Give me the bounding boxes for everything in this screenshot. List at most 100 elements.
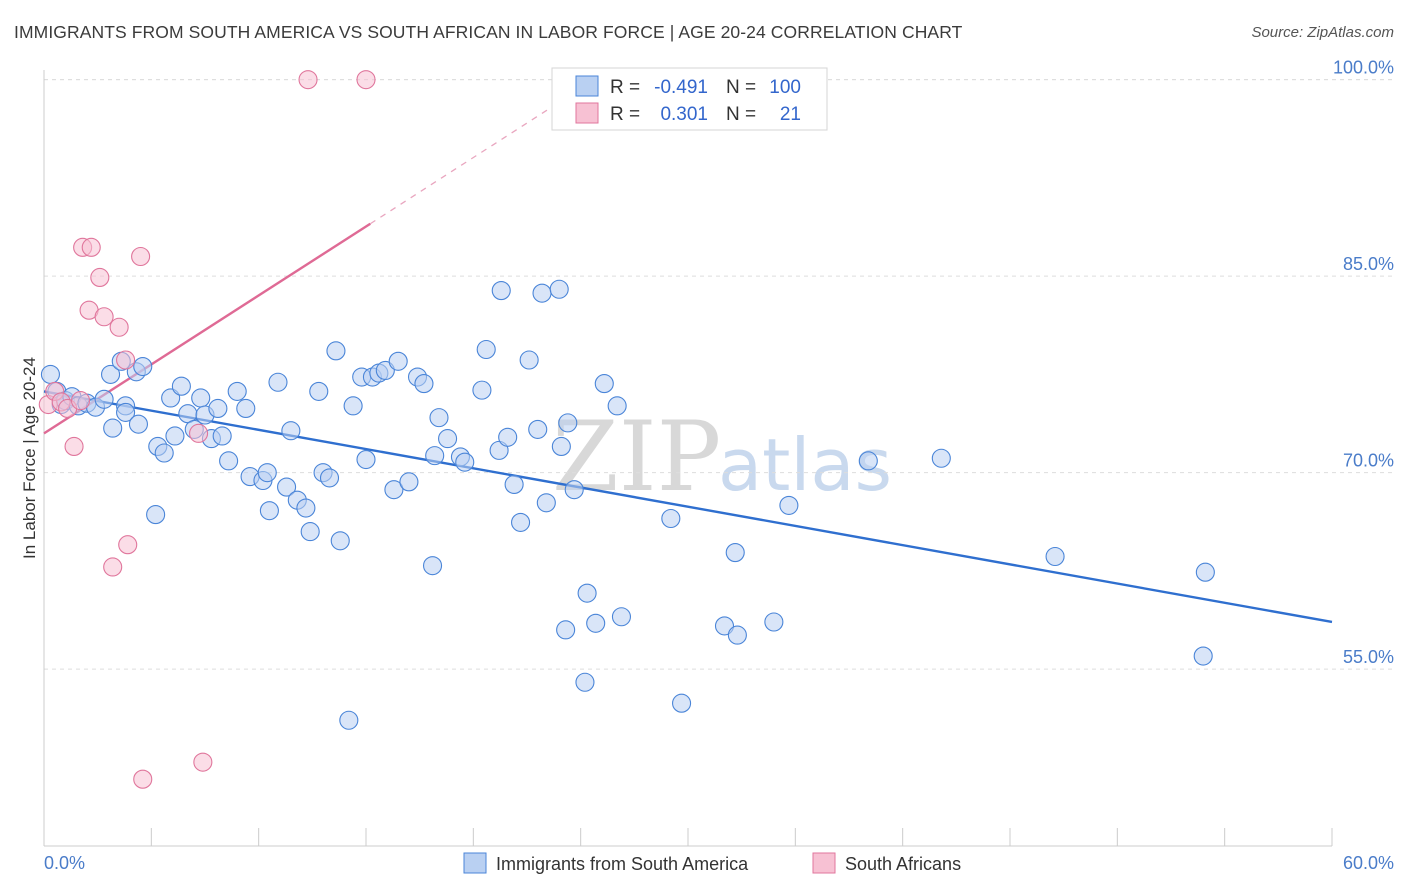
data-point-pink — [356, 70, 376, 90]
data-point-blue — [491, 281, 511, 301]
data-point-blue — [661, 508, 681, 529]
data-point-blue — [356, 449, 376, 470]
series-south-africans — [38, 70, 376, 789]
data-point-blue — [438, 429, 458, 449]
data-point-pink — [70, 391, 91, 411]
legend-r-value-1: -0.491 — [654, 77, 708, 98]
data-point-pink — [118, 535, 138, 555]
data-point-pink — [103, 557, 123, 577]
data-point-blue — [714, 616, 735, 636]
data-point-pink — [298, 70, 318, 90]
data-point-blue — [212, 426, 232, 446]
y-tick-label: 100.0% — [1333, 58, 1394, 78]
data-point-blue — [564, 480, 584, 500]
y-tick-label: 85.0% — [1343, 254, 1394, 274]
bottom-legend-label-blue: Immigrants from South America — [496, 854, 749, 874]
bottom-legend-swatch-blue — [463, 852, 487, 874]
data-point-pink — [193, 752, 213, 772]
data-point-blue — [672, 693, 692, 713]
data-point-blue — [300, 522, 320, 542]
data-point-blue — [133, 356, 153, 377]
data-point-blue — [472, 380, 492, 400]
legend-swatch-blue — [575, 75, 599, 97]
data-point-pink — [64, 436, 84, 457]
data-point-pink — [109, 317, 129, 337]
data-point-blue — [309, 381, 329, 401]
correlation-legend: R = -0.491 N = 100 R = 0.301 N = 21 — [551, 67, 828, 131]
data-point-blue — [116, 402, 136, 422]
data-point-blue — [319, 468, 340, 488]
data-point-pink — [90, 267, 110, 288]
data-point-blue — [532, 283, 552, 303]
data-point-pink — [189, 423, 209, 443]
gridlines — [44, 79, 1394, 670]
data-point-blue — [296, 498, 316, 518]
data-point-pink — [116, 350, 136, 370]
data-point-blue — [128, 414, 149, 434]
data-point-blue — [504, 474, 524, 494]
x-tick-label-min: 0.0% — [44, 853, 85, 873]
data-point-blue — [326, 341, 346, 361]
data-point-pink — [94, 307, 114, 327]
data-point-blue — [103, 418, 123, 438]
data-point-blue — [384, 480, 404, 500]
data-point-blue — [330, 531, 350, 551]
data-point-blue — [425, 446, 445, 466]
data-point-blue — [259, 501, 279, 521]
data-point-blue — [171, 376, 191, 396]
trend-lines — [43, 93, 1333, 624]
data-point-blue — [476, 339, 496, 360]
data-point-blue — [414, 374, 434, 394]
data-point-blue — [257, 463, 277, 483]
data-point-blue — [399, 472, 419, 492]
trend-line-blue — [43, 390, 1333, 624]
data-point-blue — [575, 672, 595, 692]
data-point-blue — [236, 398, 256, 419]
legend-r-label-1: R = — [610, 77, 640, 98]
data-point-blue — [558, 413, 578, 433]
legend-n-value-2: 21 — [780, 104, 801, 125]
data-point-blue — [536, 493, 556, 513]
data-point-blue — [161, 388, 181, 408]
y-tick-labels: 55.0% 70.0% 85.0% 100.0% — [1333, 58, 1394, 668]
legend-swatch-pink — [575, 102, 599, 124]
data-point-blue — [429, 408, 449, 428]
data-point-blue — [549, 279, 569, 299]
data-point-blue — [586, 613, 606, 633]
data-point-pink — [81, 237, 101, 257]
data-point-blue — [556, 620, 576, 640]
data-point-blue — [146, 505, 166, 525]
data-point-blue — [498, 427, 518, 447]
data-point-blue — [858, 451, 878, 471]
data-point-blue — [1193, 646, 1213, 666]
data-point-blue — [40, 364, 60, 384]
data-point-blue — [611, 607, 632, 627]
data-point-blue — [511, 512, 531, 532]
data-point-blue — [727, 625, 747, 645]
legend-n-label-1: N = — [726, 77, 756, 98]
bottom-legend-swatch-pink — [812, 852, 836, 874]
y-axis-label: In Labor Force | Age 20-24 — [20, 357, 39, 559]
trend-line-pink-extension — [369, 93, 573, 225]
y-tick-label: 55.0% — [1343, 647, 1394, 667]
x-tick-marks — [43, 828, 1333, 846]
series-legend: Immigrants from South America South Afri… — [463, 852, 961, 874]
data-point-blue — [1045, 546, 1065, 567]
data-point-blue — [455, 452, 475, 472]
legend-r-value-2: 0.301 — [660, 104, 708, 125]
data-point-blue — [931, 448, 951, 468]
data-point-blue — [191, 388, 211, 408]
source-credit: Source: ZipAtlas.com — [1251, 24, 1394, 41]
data-point-blue — [594, 374, 614, 394]
data-point-blue — [268, 372, 288, 392]
data-point-pink — [133, 769, 153, 789]
data-point-blue — [100, 364, 121, 384]
bottom-legend-label-pink: South Africans — [845, 854, 961, 874]
legend-n-label-2: N = — [726, 104, 756, 125]
data-point-blue — [219, 451, 239, 471]
data-point-blue — [607, 396, 627, 416]
data-point-blue — [339, 710, 359, 730]
chart-title: IMMIGRANTS FROM SOUTH AMERICA VS SOUTH A… — [14, 22, 963, 42]
data-point-blue — [375, 360, 395, 381]
data-point-blue — [577, 583, 597, 603]
